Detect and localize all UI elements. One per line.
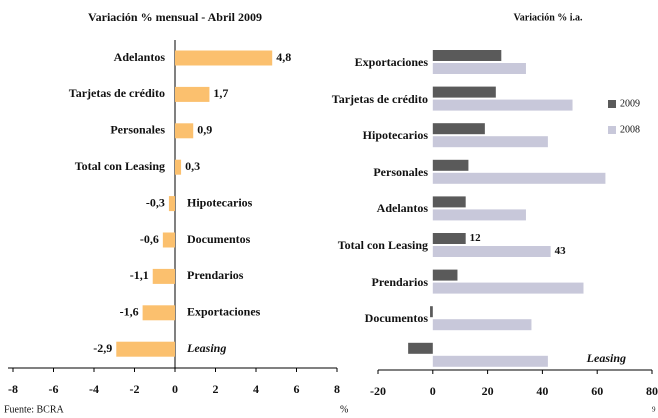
value-label: -0,6 xyxy=(140,232,159,246)
value-label: -1,6 xyxy=(120,305,139,319)
x-tick-label: 80 xyxy=(646,384,658,398)
unit: % xyxy=(340,404,348,415)
legend-swatch xyxy=(608,126,616,134)
category-label: Personales xyxy=(373,164,428,179)
x-tick-label: -8 xyxy=(8,382,18,396)
bar xyxy=(432,246,551,257)
bar xyxy=(142,305,175,321)
value-label: -0,3 xyxy=(146,195,165,209)
category-label: Tarjetas de crédito xyxy=(331,91,428,106)
value-label: 4,8 xyxy=(276,50,291,64)
x-tick-label: -6 xyxy=(49,382,59,396)
legend-label: 2009 xyxy=(620,98,640,109)
category-label: Total con Leasing xyxy=(75,159,165,173)
bar xyxy=(432,209,526,221)
value-label: -2,9 xyxy=(93,341,112,355)
bar xyxy=(432,233,466,244)
legend-label: 2008 xyxy=(620,124,640,135)
bar xyxy=(152,268,175,284)
category-label: Leasing xyxy=(586,350,626,365)
category-label: Documentos xyxy=(187,232,251,246)
bar xyxy=(162,232,175,248)
value-label: 0,9 xyxy=(197,123,212,137)
legend-swatch xyxy=(608,100,616,108)
bar xyxy=(408,342,433,354)
bar xyxy=(175,86,210,102)
x-tick-label: 6 xyxy=(294,382,300,396)
x-tick-label: 0 xyxy=(430,384,436,398)
x-tick-label: 2 xyxy=(213,382,219,396)
category-label: Hipotecarios xyxy=(362,128,428,143)
x-tick-label: 20 xyxy=(482,384,494,398)
bar xyxy=(432,269,458,281)
x-tick-label: -4 xyxy=(89,382,99,396)
bar xyxy=(432,196,466,208)
x-tick-label: 60 xyxy=(591,384,603,398)
x-tick-label: 4 xyxy=(253,382,259,396)
value-label: 0,3 xyxy=(185,159,200,173)
bar xyxy=(432,123,485,135)
page-number: 9 xyxy=(652,406,656,414)
x-tick-label: 0 xyxy=(172,382,178,396)
bar xyxy=(432,282,584,294)
bar xyxy=(168,196,175,212)
category-label: Prendarios xyxy=(187,268,244,282)
category-label: Adelantos xyxy=(376,201,428,216)
bar xyxy=(432,136,548,148)
chart-title: Variación % mensual - Abril 2009 xyxy=(88,10,262,24)
bar xyxy=(432,159,469,171)
source: Fuente: BCRA xyxy=(4,404,65,415)
x-tick-label: 40 xyxy=(536,384,548,398)
bar xyxy=(432,99,573,111)
value-label: 12 xyxy=(470,232,482,244)
bar xyxy=(175,123,194,139)
bar xyxy=(116,341,175,357)
value-label: 43 xyxy=(555,245,567,257)
bar xyxy=(432,50,502,61)
bar xyxy=(175,159,182,175)
bar xyxy=(432,319,532,331)
category-label: Tarjetas de crédito xyxy=(69,86,165,100)
x-tick-label: 8 xyxy=(334,382,340,396)
category-label: Total con Leasing xyxy=(337,238,428,252)
category-label: Adelantos xyxy=(114,50,166,64)
chart-title: Variación % i.a. xyxy=(513,12,583,23)
category-label: Exportaciones xyxy=(354,55,428,69)
category-label: Personales xyxy=(110,123,165,137)
category-label: Documentos xyxy=(364,311,428,326)
category-label: Leasing xyxy=(186,341,226,355)
category-label: Hipotecarios xyxy=(187,195,253,209)
bar xyxy=(432,172,606,184)
bar xyxy=(432,63,526,74)
bar xyxy=(432,86,496,98)
x-tick-label: -2 xyxy=(130,382,140,396)
value-label: -1,1 xyxy=(130,268,149,282)
category-label: Exportaciones xyxy=(187,305,261,319)
bar xyxy=(432,355,548,367)
bar xyxy=(430,306,433,318)
value-label: 1,7 xyxy=(213,86,228,100)
category-label: Prendarios xyxy=(371,274,428,289)
bar xyxy=(175,50,273,66)
x-tick-label: -20 xyxy=(370,384,386,398)
